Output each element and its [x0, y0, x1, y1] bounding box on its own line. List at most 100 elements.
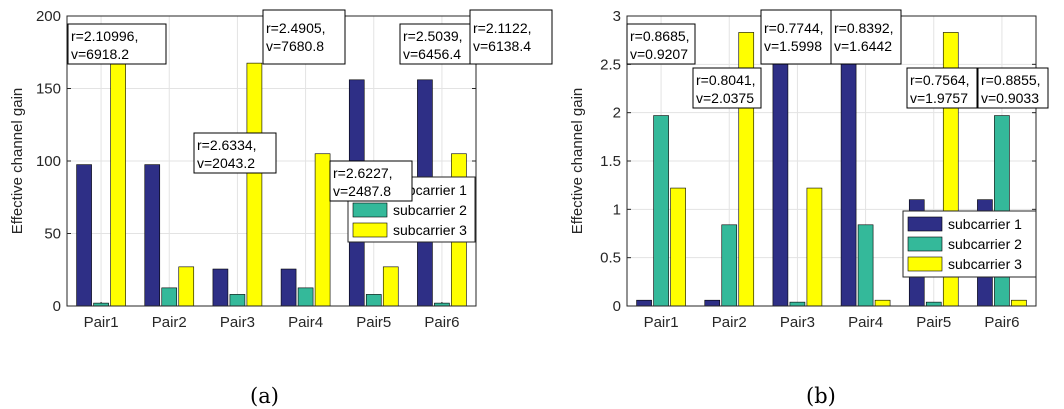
- x-tick-label: Pair2: [152, 314, 187, 331]
- annotation-box: [760, 9, 832, 65]
- bar: [229, 294, 246, 307]
- x-tick-label: Pair6: [424, 314, 459, 331]
- legend-label: subcarrier 3: [393, 222, 467, 238]
- bar: [110, 62, 126, 307]
- bar: [653, 115, 669, 307]
- x-tick-label: Pair3: [780, 314, 815, 331]
- x-tick-label: Pair1: [84, 314, 119, 331]
- x-tick-label: Pair1: [644, 314, 679, 331]
- annotation-box: [830, 9, 902, 65]
- y-tick-label: 1: [613, 201, 621, 218]
- annotation-box: [906, 67, 978, 109]
- y-tick-label: 2: [613, 105, 621, 122]
- legend-label: subcarrier 2: [948, 236, 1022, 252]
- annotation-v: v=7680.8: [266, 38, 324, 54]
- bar: [789, 301, 806, 307]
- legend-swatch: [907, 236, 943, 252]
- bar: [246, 62, 263, 307]
- bar: [161, 287, 178, 307]
- bar: [772, 56, 789, 307]
- annotation-v: v=0.9033: [981, 90, 1039, 106]
- bar: [670, 187, 686, 307]
- y-axis-label: Effective channel gain: [9, 88, 26, 235]
- legend-swatch: [907, 216, 943, 232]
- x-tick-label: Pair5: [356, 314, 391, 331]
- bar: [925, 301, 942, 307]
- annotation-box: [399, 23, 479, 65]
- annotation-box: [626, 23, 696, 65]
- panel-caption-a: (a): [250, 384, 279, 408]
- y-tick-label: 0: [53, 298, 61, 315]
- annotation-r: r=2.6334,: [197, 137, 257, 153]
- y-tick-label: 200: [36, 8, 61, 25]
- y-axis-label: Effective channel gain: [569, 88, 586, 235]
- annotation-v: v=6138.4: [473, 38, 531, 54]
- bar: [382, 266, 399, 307]
- x-tick-label: Pair4: [848, 314, 883, 331]
- bar: [178, 266, 195, 307]
- y-tick-label: 1.5: [600, 153, 621, 170]
- y-tick-label: 3: [613, 8, 621, 25]
- annotation-box: [692, 67, 762, 109]
- bar: [144, 164, 161, 307]
- x-tick-label: Pair4: [288, 314, 323, 331]
- annotation-box: [469, 9, 553, 65]
- annotation-r: r=0.7744,: [764, 20, 824, 36]
- annotation-box: [262, 9, 346, 65]
- x-tick-label: Pair3: [220, 314, 255, 331]
- bar: [806, 187, 823, 307]
- annotation-r: r=0.8041,: [696, 72, 756, 88]
- bar: [297, 287, 314, 307]
- y-tick-label: 100: [36, 153, 61, 170]
- annotation-r: r=0.8685,: [630, 28, 690, 44]
- bar: [314, 153, 331, 307]
- y-tick-label: 0.5: [600, 250, 621, 267]
- y-tick-label: 150: [36, 81, 61, 98]
- bar: [212, 268, 229, 307]
- annotation-box: [67, 23, 167, 65]
- bar: [280, 268, 297, 307]
- chart-panel-a: 0 50 100 150 200 Pair1 Pair2 Pair3 Pair4 Pair5 Pai…: [9, 8, 553, 331]
- x-tick-label: Pair6: [984, 314, 1019, 331]
- bar: [76, 164, 92, 307]
- legend-label: subcarrier 1: [948, 216, 1022, 232]
- y-tick-label: 2.5: [600, 56, 621, 73]
- bar: [840, 56, 857, 307]
- x-tick-label: Pair5: [916, 314, 951, 331]
- annotation-box: [193, 132, 277, 174]
- annotation-v: v=6456.4: [403, 46, 461, 62]
- annotation-r: r=0.8855,: [981, 72, 1041, 88]
- annotation-v: v=2487.8: [333, 183, 391, 199]
- annotation-v: v=0.9207: [630, 46, 688, 62]
- annotation-v: v=1.9757: [910, 90, 968, 106]
- annotation-v: v=2043.2: [197, 155, 255, 171]
- x-tick-label: Pair2: [712, 314, 747, 331]
- annotation-v: v=1.5998: [764, 38, 822, 54]
- y-tick-label: 0: [613, 298, 621, 315]
- annotation-v: v=2.0375: [696, 90, 754, 106]
- legend-swatch: [907, 256, 943, 272]
- annotation-v: v=6918.2: [71, 46, 129, 62]
- bar: [721, 224, 738, 307]
- y-tick-label: 50: [44, 226, 61, 243]
- annotation-r: r=2.10996,: [71, 28, 138, 44]
- annotation-r: r=0.8392,: [834, 20, 894, 36]
- annotation-r: r=0.7564,: [910, 72, 970, 88]
- panel-caption-b: (b): [806, 384, 836, 408]
- annotation-r: r=2.1122,: [473, 20, 532, 36]
- legend-swatch: [352, 222, 388, 238]
- legend-label: subcarrier 2: [393, 202, 467, 218]
- legend-label: subcarrier 3: [948, 256, 1022, 272]
- bar: [857, 224, 874, 307]
- annotation-box: [329, 160, 413, 202]
- annotation-r: r=2.6227,: [333, 165, 393, 181]
- chart-panel-b: 0 0.5 1 1.5 2 2.5 3 Pair1 Pair2 Pair3 Pair4 Pair5 Pa…: [569, 8, 1049, 331]
- annotation-r: r=2.5039,: [403, 28, 463, 44]
- bar: [365, 294, 382, 307]
- bar: [636, 299, 652, 307]
- annotation-r: r=2.4905,: [266, 20, 326, 36]
- legend-swatch: [352, 202, 388, 218]
- annotation-box: [977, 67, 1049, 109]
- bar: [704, 299, 721, 307]
